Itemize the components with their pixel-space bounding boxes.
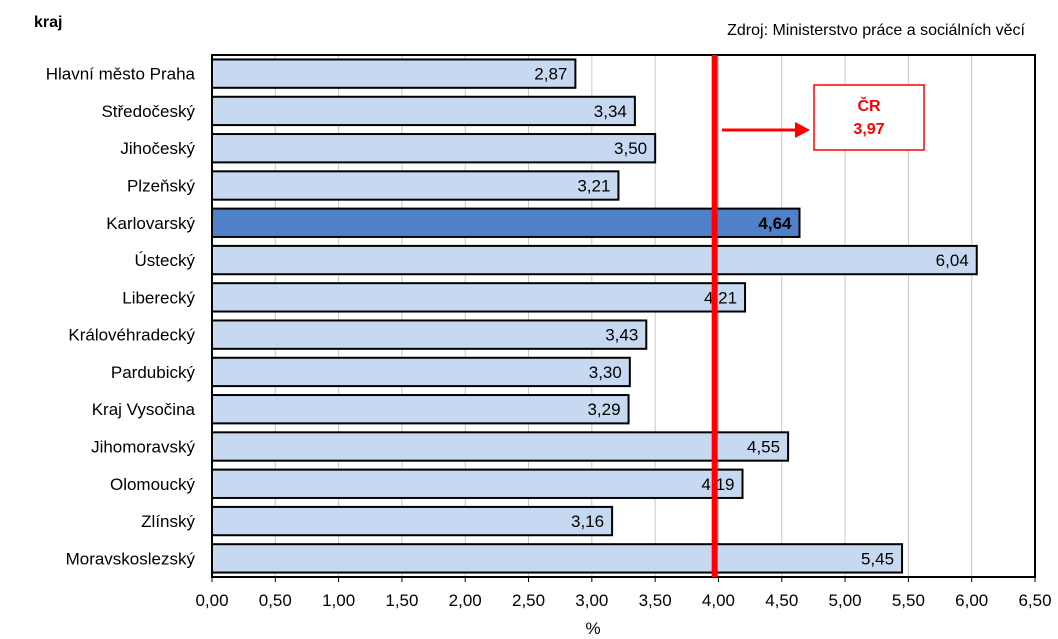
reference-group: ČR 3,97 [711, 55, 925, 577]
data-label: 2,87 [534, 65, 567, 84]
data-label: 4,64 [758, 214, 792, 233]
category-label: Středočeský [101, 102, 195, 121]
x-tick-label: 3,00 [575, 591, 608, 610]
x-tick-label: 5,50 [892, 591, 925, 610]
category-label: Plzeňský [127, 177, 196, 196]
data-label: 3,30 [589, 363, 622, 382]
bar [211, 394, 630, 425]
x-axis-label: % [585, 619, 600, 638]
x-tick-label: 1,50 [385, 591, 418, 610]
category-label: Pardubický [111, 363, 196, 382]
category-label: Ústecký [135, 251, 196, 270]
x-tick-label: 4,00 [702, 591, 735, 610]
source-note: Zdroj: Ministerstvo práce a sociálních v… [727, 22, 1025, 39]
data-label: 5,45 [861, 549, 894, 568]
bar [211, 133, 657, 164]
bar [211, 58, 577, 89]
category-label: Jihočeský [120, 139, 195, 158]
category-label: Kraj Vysočina [92, 400, 196, 419]
data-label: 3,34 [594, 102, 627, 121]
category-label: Jihomoravský [91, 438, 195, 457]
category-label: Královéhradecký [68, 326, 195, 345]
category-label: Zlínský [141, 512, 195, 531]
bar [211, 282, 747, 313]
x-tick-label: 6,00 [955, 591, 988, 610]
category-label: Olomoucký [110, 475, 196, 494]
x-tick-label: 2,00 [449, 591, 482, 610]
bar [211, 319, 648, 350]
x-tick-label: 4,50 [765, 591, 798, 610]
bar [211, 244, 978, 276]
reference-label: ČR [857, 96, 881, 115]
bar [211, 543, 904, 574]
y-axis-title: kraj [34, 14, 62, 31]
bar [211, 356, 631, 388]
bar [211, 468, 744, 499]
bar [211, 431, 790, 462]
data-label: 3,16 [571, 512, 604, 531]
data-label: 3,43 [605, 326, 638, 345]
data-label: 3,21 [577, 177, 610, 196]
data-label: 3,29 [587, 400, 620, 419]
category-label: Moravskoslezský [66, 549, 196, 568]
x-tick-label: 3,50 [639, 591, 672, 610]
category-label: Karlovarský [106, 214, 195, 233]
data-label: 3,50 [614, 139, 647, 158]
reference-value: 3,97 [853, 121, 884, 138]
reference-box [813, 84, 925, 151]
plot-frame [211, 54, 1036, 578]
x-tick-label: 1,00 [322, 591, 355, 610]
reference-arrow-head [795, 122, 810, 138]
x-tick-labels: 0,00 0,50 1,00 1,50 2,00 2,50 3,00 3,50 4,00 4,50… [195, 577, 1052, 610]
bar [211, 207, 801, 238]
data-label: 4,21 [704, 288, 737, 307]
bar [211, 505, 614, 537]
x-tick-label: 0,50 [259, 591, 292, 610]
category-label: Hlavní město Praha [46, 65, 196, 84]
x-tick-label: 6,50 [1018, 591, 1051, 610]
data-label: 4,55 [747, 438, 780, 457]
bar [211, 170, 620, 201]
x-tick-label: 2,50 [512, 591, 545, 610]
bars: 2,87 3,34 3,503,21 4,64 6,04 4,21 3,43 3,30 3,29… [211, 58, 978, 574]
category-label: Liberecký [122, 288, 195, 307]
x-tick-label: 0,00 [195, 591, 228, 610]
bar [211, 95, 636, 127]
data-label: 6,04 [936, 251, 969, 270]
x-tick-label: 5,00 [829, 591, 862, 610]
data-label: 4,19 [701, 475, 734, 494]
category-labels: Hlavní město Praha Středočeský Jihočeský Pl… [46, 65, 196, 569]
